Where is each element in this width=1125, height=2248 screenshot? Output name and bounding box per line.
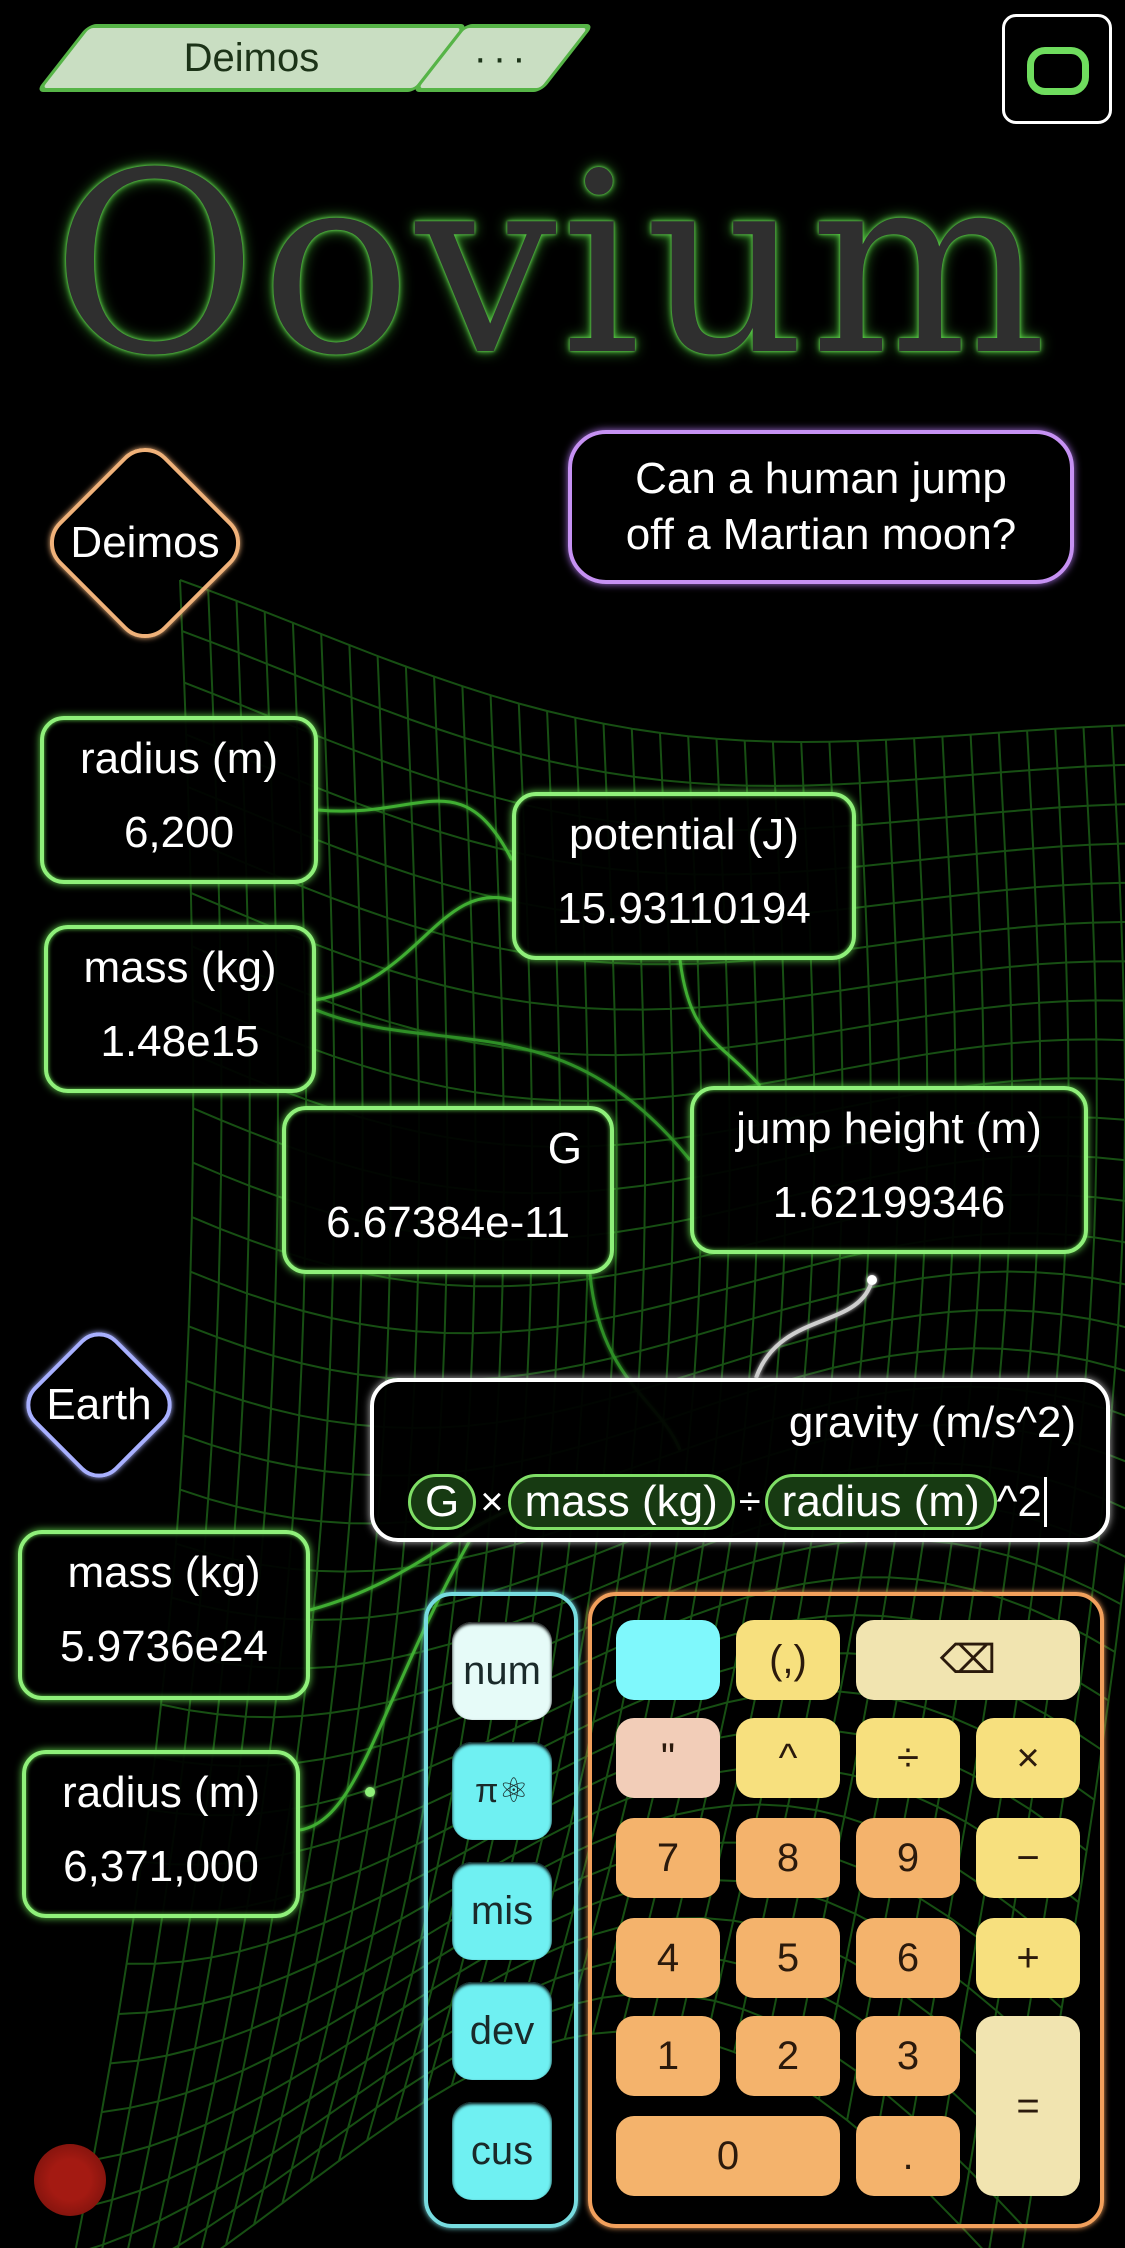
plus-key[interactable]: + <box>976 1918 1080 1998</box>
digit-9-key[interactable]: 9 <box>856 1818 960 1898</box>
object-name: potential (J) <box>569 810 799 859</box>
tail-earth[interactable]: Earth <box>14 1320 184 1490</box>
keyset-panel: num π⚛ mis dev cus <box>424 1592 578 2228</box>
backspace-key[interactable]: ⌫ <box>856 1620 1080 1700</box>
object-value: 1.48e15 <box>100 1017 260 1066</box>
parenthesis-key[interactable]: (,) <box>736 1620 840 1700</box>
quote-key[interactable]: " <box>616 1718 720 1798</box>
rounded-square-icon <box>1027 47 1089 95</box>
object-name: radius (m) <box>61 1768 261 1817</box>
digit-6-key[interactable]: 6 <box>856 1918 960 1998</box>
formula-tail: ^2 <box>996 1477 1042 1526</box>
digit-2-key[interactable]: 2 <box>736 2016 840 2096</box>
object-editor-gravity[interactable]: gravity (m/s^2) G × mass (kg) ÷ radius (… <box>370 1378 1110 1542</box>
object-name: gravity (m/s^2) <box>788 1398 1076 1447</box>
object-value: 5.9736e24 <box>60 1622 268 1671</box>
object-deimos-radius[interactable]: radius (m) 6,200 <box>40 716 318 884</box>
tail-label: Deimos <box>70 518 220 567</box>
formula-operator: ÷ <box>738 1479 761 1524</box>
tab-more-label: ··· <box>474 35 532 80</box>
mesh-line <box>118 1765 1080 2015</box>
question-line-2: off a Martian moon? <box>625 510 1017 559</box>
formula-field[interactable]: G × mass (kg) ÷ radius (m) ^2 <box>408 1474 1047 1530</box>
digit-5-key[interactable]: 5 <box>736 1918 840 1998</box>
app-title: Oovium <box>52 119 1051 410</box>
object-value: 6.67384e-11 <box>326 1198 570 1247</box>
text-cursor <box>1043 1477 1047 1527</box>
object-name: mass (kg) <box>67 1548 261 1597</box>
object-value: 1.62199346 <box>772 1178 1006 1227</box>
object-name: radius (m) <box>79 734 279 783</box>
tab-document-label: Deimos <box>184 35 320 80</box>
calculator-keypad: (,) ⌫ " ^ ÷ × 7 8 9 − 4 5 6 + 1 2 3 = 0 … <box>588 1592 1104 2228</box>
object-value: 15.93110194 <box>557 884 811 933</box>
formula-token[interactable]: mass (kg) <box>507 1474 735 1530</box>
question-text-box[interactable]: Can a human jump off a Martian moon? <box>568 430 1074 584</box>
keyset-num-button[interactable]: num <box>452 1622 552 1720</box>
tail-deimos[interactable]: Deimos <box>34 432 256 654</box>
divide-key[interactable]: ÷ <box>856 1718 960 1798</box>
object-value: 6,200 <box>123 808 235 857</box>
multiply-key[interactable]: × <box>976 1718 1080 1798</box>
object-earth-mass[interactable]: mass (kg) 5.9736e24 <box>18 1530 310 1700</box>
blank-key[interactable] <box>616 1620 720 1700</box>
object-name: mass (kg) <box>83 943 277 992</box>
keyset-science-button[interactable]: π⚛ <box>452 1742 552 1840</box>
digit-7-key[interactable]: 7 <box>616 1818 720 1898</box>
power-key[interactable]: ^ <box>736 1718 840 1798</box>
tail-label: Earth <box>46 1380 152 1429</box>
decimal-point-key[interactable]: . <box>856 2116 960 2196</box>
equals-key[interactable]: = <box>976 2016 1080 2196</box>
object-jump-height[interactable]: jump height (m) 1.62199346 <box>690 1086 1088 1254</box>
formula-operator: × <box>480 1479 504 1524</box>
keyset-dev-button[interactable]: dev <box>452 1982 552 2080</box>
record-indicator[interactable] <box>34 2144 106 2216</box>
minus-key[interactable]: − <box>976 1818 1080 1898</box>
digit-0-key[interactable]: 0 <box>616 2116 840 2196</box>
digit-3-key[interactable]: 3 <box>856 2016 960 2096</box>
object-name: jump height (m) <box>736 1104 1042 1153</box>
object-potential[interactable]: potential (J) 15.93110194 <box>512 792 856 960</box>
formula-token[interactable]: G <box>408 1474 477 1530</box>
keyset-cus-button[interactable]: cus <box>452 2102 552 2200</box>
object-gravitational-constant[interactable]: G 6.67384e-11 <box>282 1106 614 1274</box>
question-line-1: Can a human jump <box>635 454 1007 503</box>
menu-button[interactable] <box>1002 14 1112 124</box>
object-value: 6,371,000 <box>63 1842 259 1891</box>
formula-token[interactable]: radius (m) <box>764 1474 997 1530</box>
object-deimos-mass[interactable]: mass (kg) 1.48e15 <box>44 925 316 1093</box>
keyset-mis-button[interactable]: mis <box>452 1862 552 1960</box>
mesh-line <box>160 1538 1122 1719</box>
digit-8-key[interactable]: 8 <box>736 1818 840 1898</box>
digit-1-key[interactable]: 1 <box>616 2016 720 2096</box>
object-name: G <box>547 1124 582 1173</box>
object-earth-radius[interactable]: radius (m) 6,371,000 <box>22 1750 300 1918</box>
digit-4-key[interactable]: 4 <box>616 1918 720 1998</box>
tab-document[interactable]: Deimos <box>35 24 469 92</box>
